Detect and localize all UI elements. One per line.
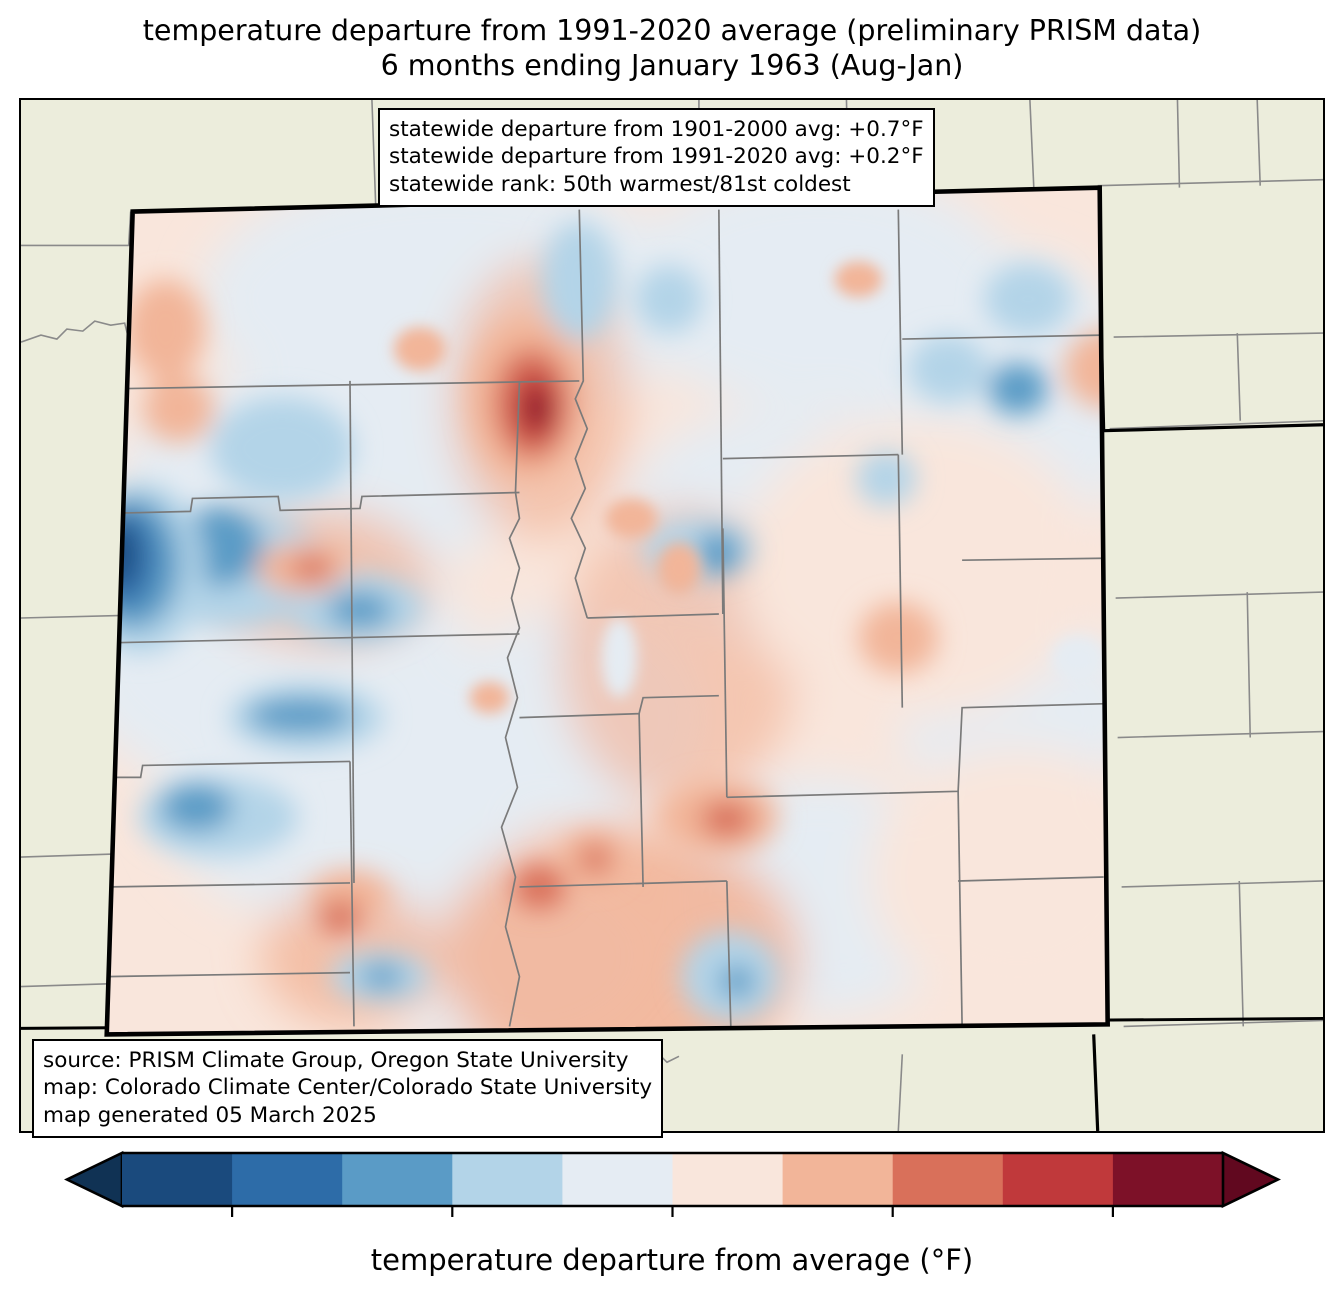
title-line-2: 6 months ending January 1963 (Aug-Jan) xyxy=(380,48,964,82)
map-panel xyxy=(19,98,1325,1133)
colorbar-band xyxy=(452,1153,563,1206)
colorbar-band xyxy=(1112,1153,1224,1206)
colorbar-axis-label: temperature departure from average (°F) xyxy=(370,1243,974,1277)
title-line-1: temperature departure from 1991-2020 ave… xyxy=(142,14,1202,47)
colorbar-band xyxy=(232,1153,343,1206)
colorbar-over-extend xyxy=(1221,1150,1281,1209)
colorbar-band xyxy=(782,1153,894,1206)
page-title: temperature departure from 1991-2020 ave… xyxy=(0,14,1344,84)
colorbar-tick-marks xyxy=(231,1206,1115,1217)
colorado-temperature-anomaly-map xyxy=(21,100,1323,1131)
colorbar-band xyxy=(1002,1153,1114,1206)
colorbar-swatches xyxy=(64,1150,1281,1217)
colorbar-band xyxy=(122,1153,233,1206)
statewide-stats-box: statewide departure from 1901-2000 avg: … xyxy=(378,108,935,207)
stats-line-2: statewide departure from 1991-2020 avg: … xyxy=(389,144,924,170)
anomaly-contour-field xyxy=(106,187,1108,1035)
source-line-2: map: Colorado Climate Center/Colorado St… xyxy=(43,1075,653,1101)
colorbar: −4−2024 xyxy=(0,1143,1344,1299)
source-line-3: map generated 05 March 2025 xyxy=(43,1102,377,1128)
colorbar-band-group xyxy=(64,1150,1281,1209)
colorbar-band xyxy=(562,1153,673,1206)
colorbar-band xyxy=(672,1153,784,1206)
colorbar-under-extend xyxy=(64,1150,124,1209)
stats-line-1: statewide departure from 1901-2000 avg: … xyxy=(389,117,924,142)
source-credits-box: source: PRISM Climate Group, Oregon Stat… xyxy=(32,1039,664,1138)
colorbar-band xyxy=(892,1153,1004,1206)
county-boundary-lines xyxy=(106,209,1106,1027)
source-line-1: source: PRISM Climate Group, Oregon Stat… xyxy=(43,1048,629,1073)
colorbar-band xyxy=(342,1153,453,1206)
stats-line-3: statewide rank: 50th warmest/81st coldes… xyxy=(389,171,851,197)
